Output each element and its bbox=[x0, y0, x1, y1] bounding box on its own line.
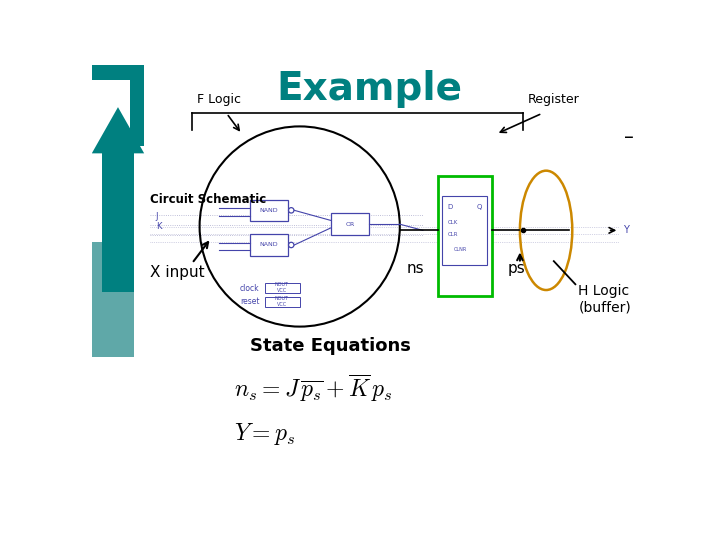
Text: $n_s = J\,\overline{p_s} + \overline{K}\,p_s$: $n_s = J\,\overline{p_s} + \overline{K}\… bbox=[234, 372, 393, 404]
Circle shape bbox=[289, 208, 294, 213]
Text: Example: Example bbox=[276, 70, 462, 109]
Text: OR: OR bbox=[345, 222, 354, 227]
Text: NAND: NAND bbox=[260, 208, 278, 213]
FancyBboxPatch shape bbox=[265, 296, 300, 307]
Text: ns: ns bbox=[406, 261, 424, 276]
Text: NOUT
VCC: NOUT VCC bbox=[275, 296, 289, 307]
Text: CLNR: CLNR bbox=[454, 247, 467, 252]
Text: Register: Register bbox=[528, 93, 580, 106]
Text: reset: reset bbox=[240, 298, 260, 307]
Text: F Logic: F Logic bbox=[197, 93, 241, 106]
Text: NOUT
VCC: NOUT VCC bbox=[275, 282, 289, 293]
Text: X input: X input bbox=[150, 265, 204, 280]
Text: clock: clock bbox=[240, 284, 260, 293]
Text: CLR: CLR bbox=[448, 232, 458, 237]
Text: –: – bbox=[624, 129, 634, 147]
Polygon shape bbox=[92, 242, 134, 357]
FancyBboxPatch shape bbox=[265, 283, 300, 293]
FancyBboxPatch shape bbox=[438, 177, 492, 296]
Circle shape bbox=[289, 242, 294, 248]
Text: J: J bbox=[156, 212, 158, 221]
Text: ps: ps bbox=[508, 261, 526, 276]
FancyBboxPatch shape bbox=[250, 234, 288, 256]
FancyBboxPatch shape bbox=[330, 213, 369, 235]
Text: Y: Y bbox=[623, 225, 629, 235]
Text: State Equations: State Equations bbox=[250, 337, 410, 355]
FancyBboxPatch shape bbox=[250, 200, 288, 221]
Polygon shape bbox=[92, 107, 144, 153]
Text: Q: Q bbox=[477, 204, 482, 210]
Text: D: D bbox=[448, 204, 453, 210]
Text: CLK: CLK bbox=[448, 220, 458, 225]
Text: NAND: NAND bbox=[260, 242, 278, 247]
Text: H Logic
(buffer): H Logic (buffer) bbox=[578, 284, 631, 314]
FancyBboxPatch shape bbox=[442, 195, 487, 265]
Text: $Y = p_s$: $Y = p_s$ bbox=[234, 421, 295, 448]
Text: Circuit Schematic: Circuit Schematic bbox=[150, 193, 266, 206]
Polygon shape bbox=[102, 153, 134, 292]
Polygon shape bbox=[130, 80, 144, 146]
Text: K: K bbox=[156, 222, 161, 231]
Polygon shape bbox=[92, 65, 144, 80]
